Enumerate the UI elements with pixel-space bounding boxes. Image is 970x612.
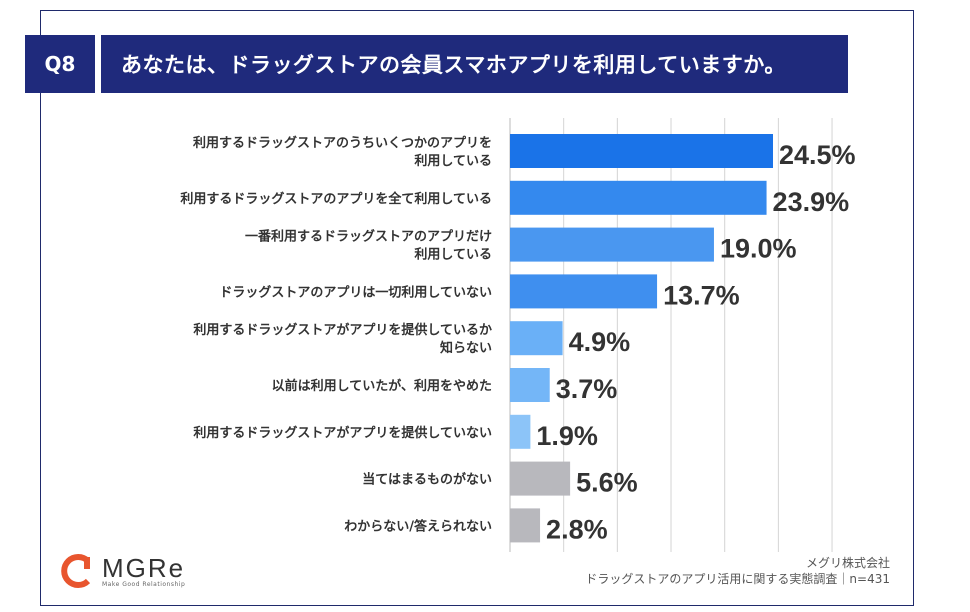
data-label: 23.9% (773, 187, 850, 217)
category-label-line: ドラッグストアのアプリは一切利用していない (219, 284, 492, 300)
data-label: 2.8% (546, 514, 608, 544)
category-label-line: わからない/答えられない (344, 518, 492, 534)
bar (510, 368, 550, 402)
data-label: 5.6% (576, 468, 638, 498)
logo-word: MGRe (102, 552, 186, 583)
data-label: 13.7% (663, 280, 740, 310)
category-label-line: 利用するドラッグストアのうちいくつかのアプリを (193, 135, 492, 151)
category-label: わからない/答えられない (344, 518, 492, 534)
chart-frame (40, 10, 914, 606)
category-label: 一番利用するドラッグストアのアプリだけ利用している (245, 229, 492, 263)
mgre-logo: MGRe Make Good Relationship (60, 553, 185, 589)
bar (510, 227, 714, 262)
category-label-line: 利用するドラッグストアがアプリを提供していない (193, 425, 492, 441)
category-label: ドラッグストアのアプリは一切利用していない (219, 284, 492, 300)
data-label: 24.5% (779, 140, 856, 170)
category-label-line: 一番利用するドラッグストアのアプリだけ (245, 229, 492, 245)
category-label: 以前は利用していたが、利用をやめた (272, 378, 492, 394)
category-label: 利用するドラッグストアがアプリを提供しているか知らない (193, 322, 492, 356)
data-label: 3.7% (556, 374, 618, 404)
category-label: 当てはまるものがない (362, 472, 492, 488)
category-label-line: 当てはまるものがない (362, 472, 492, 488)
bar (510, 508, 541, 543)
category-label: 利用するドラッグストアのうちいくつかのアプリを利用している (193, 135, 492, 169)
bar (510, 134, 773, 168)
footer-source: メグリ株式会社 ドラッグストアのアプリ活用に関する実態調査｜n=431 (585, 555, 890, 587)
question-number: Q8 (25, 35, 95, 93)
bar (510, 461, 571, 496)
survey-source: ドラッグストアのアプリ活用に関する実態調査｜n=431 (585, 572, 890, 586)
category-label-line: 利用している (414, 153, 492, 169)
category-label-line: 利用している (414, 247, 492, 263)
logo-tagline: Make Good Relationship (102, 580, 186, 588)
category-label-line: 知らない (440, 340, 492, 356)
bar (510, 414, 531, 449)
data-label: 1.9% (536, 421, 598, 451)
data-label: 4.9% (569, 327, 631, 357)
category-label: 利用するドラッグストアのアプリを全て利用している (180, 191, 492, 207)
question-title: あなたは、ドラッグストアの会員スマホアプリを利用していますか。 (101, 35, 848, 93)
company-name: メグリ株式会社 (805, 556, 890, 570)
category-label-line: 以前は利用していたが、利用をやめた (272, 378, 492, 394)
logo-mark-icon (61, 554, 91, 588)
bar (510, 274, 658, 309)
data-label: 19.0% (720, 234, 797, 264)
category-label: 利用するドラッグストアがアプリを提供していない (193, 425, 492, 441)
bar (510, 321, 563, 356)
bar (510, 180, 767, 215)
category-label-line: 利用するドラッグストアがアプリを提供しているか (193, 322, 492, 338)
category-label-line: 利用するドラッグストアのアプリを全て利用している (180, 191, 492, 207)
